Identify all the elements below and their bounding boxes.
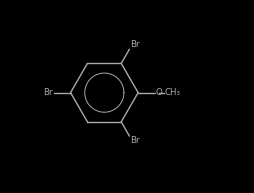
Text: Br: Br bbox=[130, 136, 139, 146]
Text: CH₃: CH₃ bbox=[164, 88, 180, 97]
Text: Br: Br bbox=[130, 40, 139, 49]
Text: O: O bbox=[155, 88, 162, 97]
Text: Br: Br bbox=[43, 88, 53, 97]
